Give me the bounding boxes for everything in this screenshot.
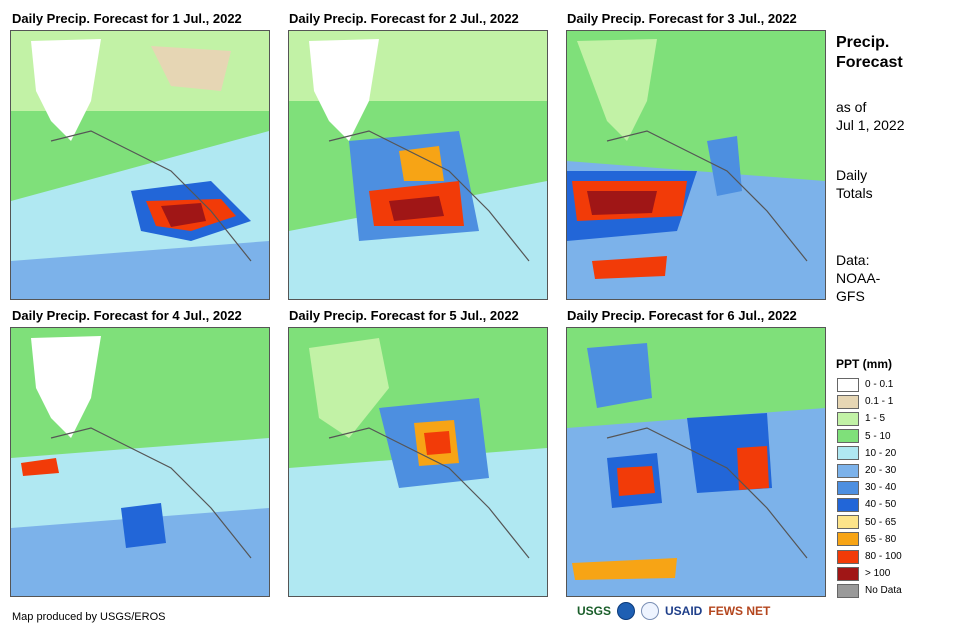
legend-label: 50 - 65	[865, 516, 897, 528]
sidebar-asof-line2: Jul 1, 2022	[836, 117, 905, 133]
legend-swatch	[837, 394, 859, 409]
forecast-map-day-2	[288, 30, 548, 300]
legend-label: 80 - 100	[865, 551, 902, 562]
credit-text: Map produced by USGS/EROS	[12, 611, 166, 623]
legend-swatch	[837, 429, 859, 444]
legend-label: > 100	[865, 568, 891, 580]
forecast-map-day-4	[10, 327, 270, 597]
panel-title-2: Daily Precip. Forecast for 2 Jul., 2022	[289, 11, 519, 26]
legend-item: 0.1 - 1	[837, 393, 893, 410]
legend-item: 5 - 10	[837, 428, 891, 445]
forecast-map-day-3	[566, 30, 826, 300]
legend-label: 65 - 80	[865, 533, 897, 545]
legend-label: 10 - 20	[865, 447, 897, 459]
nasa-logo-icon	[641, 602, 660, 620]
usaid-logo: USAID	[665, 604, 703, 618]
legend-label: 40 - 50	[865, 499, 897, 511]
legend-label: 20 - 30	[865, 465, 897, 476]
legend-item: 10 - 20	[837, 445, 896, 462]
sidebar-heading-line1: Precip.	[836, 34, 890, 51]
usgs-logo: USGS	[577, 604, 612, 618]
panel-title-4: Daily Precip. Forecast for 4 Jul., 2022	[12, 308, 242, 323]
legend-item: 65 - 80	[837, 531, 896, 548]
legend-item: > 100	[837, 565, 890, 582]
legend-swatch	[837, 549, 859, 564]
legend-swatch	[837, 377, 859, 392]
legend-swatch	[837, 583, 859, 598]
noaa-logo-icon	[617, 602, 636, 620]
legend-label: 30 - 40	[865, 482, 897, 494]
fewsnet-logo: FEWS NET	[708, 604, 771, 618]
sidebar-data-line3: GFS	[836, 288, 865, 304]
legend-swatch	[837, 532, 859, 547]
panel-title-6: Daily Precip. Forecast for 6 Jul., 2022	[567, 308, 797, 323]
legend-item: 0 - 0.1	[837, 376, 893, 393]
legend-item: 30 - 40	[837, 479, 896, 496]
sidebar-heading: Precip. Forecast	[836, 33, 903, 73]
legend-swatch	[837, 446, 859, 461]
sidebar-heading-line2: Forecast	[836, 54, 903, 71]
logo-strip: USGS USAID FEWS NET	[577, 602, 770, 620]
legend-label: No Data	[865, 585, 902, 597]
legend-swatch	[837, 411, 859, 426]
legend-swatch	[837, 515, 859, 530]
legend-swatch	[837, 566, 859, 581]
panel-title-5: Daily Precip. Forecast for 5 Jul., 2022	[289, 308, 519, 323]
panel-title-3: Daily Precip. Forecast for 3 Jul., 2022	[567, 11, 797, 26]
legend-label: 0.1 - 1	[865, 396, 894, 408]
legend-item: 1 - 5	[837, 410, 885, 427]
legend-item: 20 - 30	[837, 462, 896, 479]
forecast-map-day-5	[288, 327, 548, 597]
legend-label: 0 - 0.1	[865, 379, 894, 390]
forecast-map-day-6	[566, 327, 826, 597]
legend-item: 40 - 50	[837, 496, 896, 513]
legend-item: 80 - 100	[837, 548, 902, 565]
forecast-map-day-1	[10, 30, 270, 300]
sidebar-data-line2: NOAA-	[836, 270, 881, 286]
legend-swatch	[837, 497, 859, 512]
sidebar-asof: as of Jul 1, 2022	[836, 98, 905, 134]
legend-swatch	[837, 480, 859, 495]
legend-title: PPT (mm)	[836, 357, 893, 371]
legend-swatch	[837, 463, 859, 478]
sidebar-asof-line1: as of	[836, 99, 867, 115]
legend-label: 5 - 10	[865, 430, 891, 442]
legend-item: 50 - 65	[837, 514, 896, 531]
panel-title-1: Daily Precip. Forecast for 1 Jul., 2022	[12, 11, 242, 26]
sidebar-data-line1: Data:	[836, 252, 870, 268]
sidebar-daily-line2: Totals	[836, 185, 873, 201]
legend-label: 1 - 5	[865, 413, 886, 425]
legend-item: No Data	[837, 582, 902, 599]
sidebar-daily-line1: Daily	[836, 167, 868, 183]
sidebar-data-source: Data: NOAA- GFS	[836, 251, 880, 305]
sidebar-daily: Daily Totals	[836, 166, 873, 202]
